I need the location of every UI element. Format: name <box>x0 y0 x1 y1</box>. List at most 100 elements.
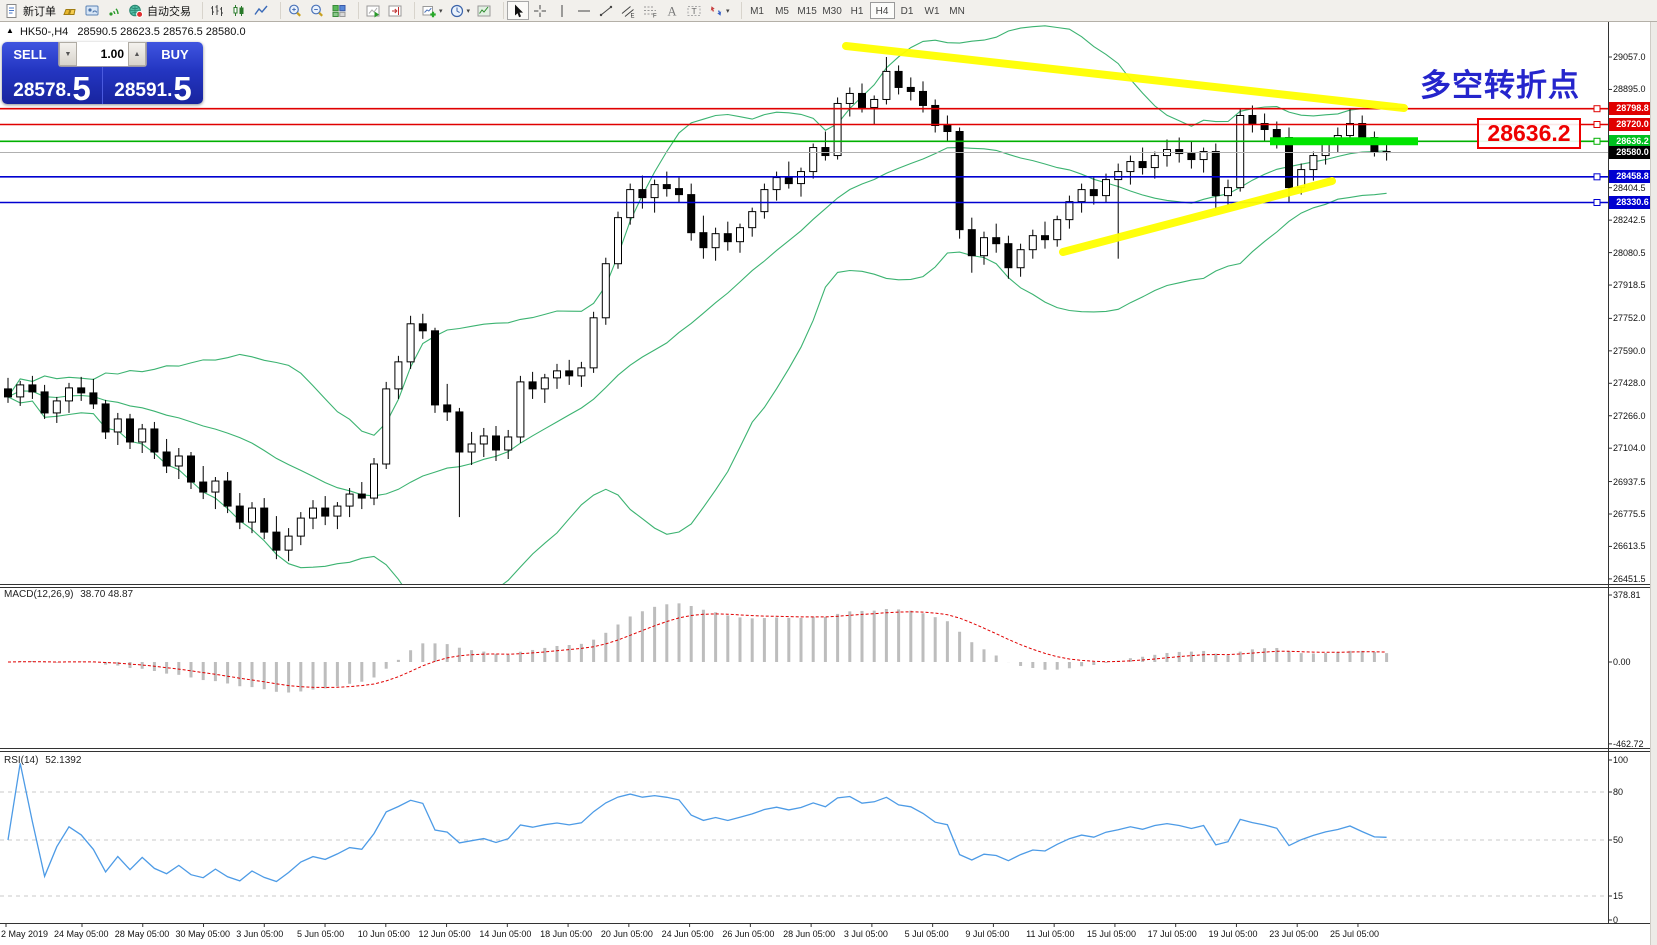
one-click-trading-panel: SELL ▼ 1.00 ▲ BUY 28578. 5 28591. 5 <box>2 42 203 104</box>
rsi-indicator-label: RSI(14) 52.1392 <box>4 755 82 766</box>
candle <box>845 92 854 104</box>
candle <box>1211 151 1220 197</box>
cursor-button[interactable] <box>507 1 530 20</box>
candle <box>162 451 171 467</box>
vline-button[interactable] <box>551 1 573 20</box>
sell-button[interactable]: SELL <box>13 47 47 62</box>
sell-price[interactable]: 28578. 5 <box>2 67 102 104</box>
candle <box>394 361 403 390</box>
price-tick-label: 27590.0 <box>1613 345 1646 356</box>
volume-spinner: ▼ 1.00 ▲ <box>58 42 147 67</box>
buy-button[interactable]: BUY <box>161 47 189 62</box>
timeframe-m30[interactable]: M30 <box>822 6 842 17</box>
timeframe-d1[interactable]: D1 <box>900 6 914 17</box>
symbol-name: HK50-,H4 <box>19 26 69 38</box>
candle <box>1016 249 1025 269</box>
time-tick-label: 18 Jun 05:00 <box>540 929 593 939</box>
candle <box>113 418 122 433</box>
candle <box>784 177 793 185</box>
candlestick-button[interactable] <box>228 1 250 20</box>
candle <box>321 507 330 517</box>
autotrading-button[interactable]: 自动交易 <box>125 1 194 20</box>
timeframe-m1[interactable]: M1 <box>750 6 764 17</box>
label-button[interactable]: T <box>683 1 705 20</box>
candle <box>479 435 488 445</box>
timeframe-mn[interactable]: MN <box>949 6 965 17</box>
channel-button[interactable]: E <box>617 1 639 20</box>
volume-down-button[interactable]: ▼ <box>59 42 77 66</box>
buy-price[interactable]: 28591. 5 <box>102 67 203 104</box>
bar-chart-button[interactable] <box>206 1 228 20</box>
price-callout-box[interactable]: 28636.2 <box>1477 118 1581 149</box>
volume-up-button[interactable]: ▲ <box>128 42 146 66</box>
candle <box>723 233 732 243</box>
toolbar-separator <box>274 2 281 19</box>
candle <box>870 98 879 108</box>
toolbar-separator <box>352 2 359 19</box>
publisher-button[interactable] <box>81 1 103 20</box>
time-tick-label: 12 Jun 05:00 <box>418 929 471 939</box>
vertical-scrollbar[interactable] <box>1650 22 1657 945</box>
trendline-button[interactable] <box>595 1 617 20</box>
crosshair-button[interactable] <box>529 1 551 20</box>
vertical-line-icon <box>554 3 570 19</box>
tile-windows-button[interactable] <box>328 1 350 20</box>
candle <box>284 535 293 551</box>
timeframe-h1[interactable]: H1 <box>850 6 864 17</box>
indicators-button[interactable]: ▾ <box>418 1 446 20</box>
chart-shift-button[interactable] <box>384 1 406 20</box>
fibonacci-icon: F <box>642 3 658 19</box>
tile-windows-icon <box>331 3 347 19</box>
auto-scroll-icon <box>365 3 381 19</box>
auto-scroll-button[interactable] <box>362 1 384 20</box>
bollinger-band <box>7 147 1387 497</box>
fibonacci-button[interactable]: F <box>639 1 661 20</box>
candle <box>16 384 25 398</box>
candle <box>833 102 842 157</box>
candle <box>967 229 976 257</box>
line-anchor <box>1593 198 1601 206</box>
periods-button[interactable]: ▾ <box>446 1 474 20</box>
candle <box>223 480 232 507</box>
symbol-marker-icon: ▲ <box>6 26 14 35</box>
new-order-button[interactable]: 新订单 <box>1 1 59 20</box>
candle <box>418 323 427 332</box>
candle <box>772 177 781 191</box>
deposit-button[interactable] <box>59 1 81 20</box>
timeframe-m5[interactable]: M5 <box>775 6 789 17</box>
rsi-tick-label: 100 <box>1613 755 1629 765</box>
line-chart-button[interactable] <box>250 1 272 20</box>
bollinger-band <box>7 25 1387 436</box>
macd-indicator-label: MACD(12,26,9) 38.70 48.87 <box>4 589 134 600</box>
time-tick-label: 5 Jul 05:00 <box>904 929 949 939</box>
candle <box>1309 155 1318 171</box>
signals-button[interactable] <box>103 1 125 20</box>
time-tick-label: 3 Jun 05:00 <box>236 929 284 939</box>
macd-tick-label: 0.00 <box>1613 657 1631 667</box>
zoom-out-icon <box>309 3 325 19</box>
volume-input[interactable]: 1.00 <box>77 42 128 66</box>
new-order-button-label: 新订单 <box>23 5 56 18</box>
candle <box>1321 143 1330 157</box>
zoom-in-button[interactable] <box>284 1 306 20</box>
time-tick-label: 3 Jul 05:00 <box>843 929 888 939</box>
arrows-button[interactable]: ▾ <box>705 1 733 20</box>
templates-button[interactable] <box>473 1 495 20</box>
hline-button[interactable] <box>573 1 595 20</box>
cursor-icon <box>510 3 526 19</box>
time-tick-label: 30 May 05:00 <box>175 929 231 939</box>
timeframe-w1[interactable]: W1 <box>924 6 940 17</box>
new-order-icon <box>4 3 20 19</box>
candle <box>65 387 73 402</box>
candle <box>1041 235 1049 241</box>
line-anchor <box>1593 137 1601 145</box>
svg-text:E: E <box>631 13 635 19</box>
text-button[interactable]: A <box>661 1 683 20</box>
candle <box>1126 161 1135 173</box>
candle <box>52 400 61 414</box>
zoom-out-button[interactable] <box>306 1 328 20</box>
chevron-down-icon: ▾ <box>466 7 471 15</box>
timeframe-m15[interactable]: M15 <box>797 6 817 17</box>
timeframe-h4[interactable]: H4 <box>869 2 895 19</box>
